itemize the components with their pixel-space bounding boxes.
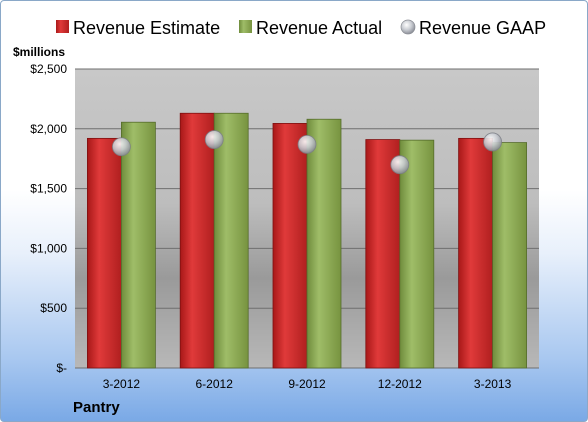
y-tick-label: $500 (40, 301, 67, 315)
x-axis-ticks: 3-2012 6-2012 9-2012 12-2012 3-2013 (103, 377, 512, 391)
legend-marker-revenue-gaap (400, 19, 416, 35)
marker-revenue-gaap (204, 130, 224, 149)
bar-revenue-actual (492, 142, 528, 369)
bar-revenue-estimate (365, 139, 401, 369)
y-axis-ticks: $- $500 $1,000 $1,500 $2,000 $2,500 (30, 62, 67, 375)
marker-revenue-gaap (112, 137, 131, 157)
bar-revenue-estimate (179, 112, 215, 369)
x-tick-label: 3-2012 (103, 377, 141, 391)
y-tick-label: $2,500 (30, 62, 67, 76)
bar-revenue-estimate (272, 123, 308, 369)
bars (87, 112, 528, 369)
bar-revenue-actual (306, 118, 342, 369)
marker-revenue-gaap (390, 155, 410, 175)
marker-revenue-gaap (483, 132, 503, 152)
chart-legend: Revenue Estimate Revenue Actual Revenue … (56, 18, 546, 38)
bar-revenue-estimate (87, 137, 122, 369)
legend-label-revenue-estimate: Revenue Estimate (73, 18, 220, 38)
bar-revenue-actual (121, 121, 156, 369)
y-tick-label: $- (56, 361, 67, 375)
x-tick-label: 6-2012 (196, 377, 234, 391)
y-tick-label: $2,000 (30, 122, 67, 136)
legend-label-revenue-actual: Revenue Actual (256, 18, 382, 38)
y-tick-label: $1,000 (30, 241, 67, 255)
legend-swatch-revenue-estimate (56, 20, 69, 33)
y-axis-unit-label: $millions (13, 45, 65, 59)
bar-revenue-actual (213, 112, 249, 369)
company-name: Pantry (73, 399, 120, 416)
legend-label-revenue-gaap: Revenue GAAP (419, 18, 546, 38)
x-tick-label: 3-2013 (474, 377, 512, 391)
legend-swatch-revenue-actual (239, 20, 252, 33)
y-tick-label: $1,500 (30, 182, 67, 196)
bar-revenue-estimate (458, 137, 494, 369)
marker-revenue-gaap (297, 134, 317, 154)
bar-revenue-actual (399, 139, 435, 369)
x-tick-label: 9-2012 (288, 377, 326, 391)
gaap-markers (112, 130, 503, 175)
x-tick-label: 12-2012 (378, 377, 422, 391)
